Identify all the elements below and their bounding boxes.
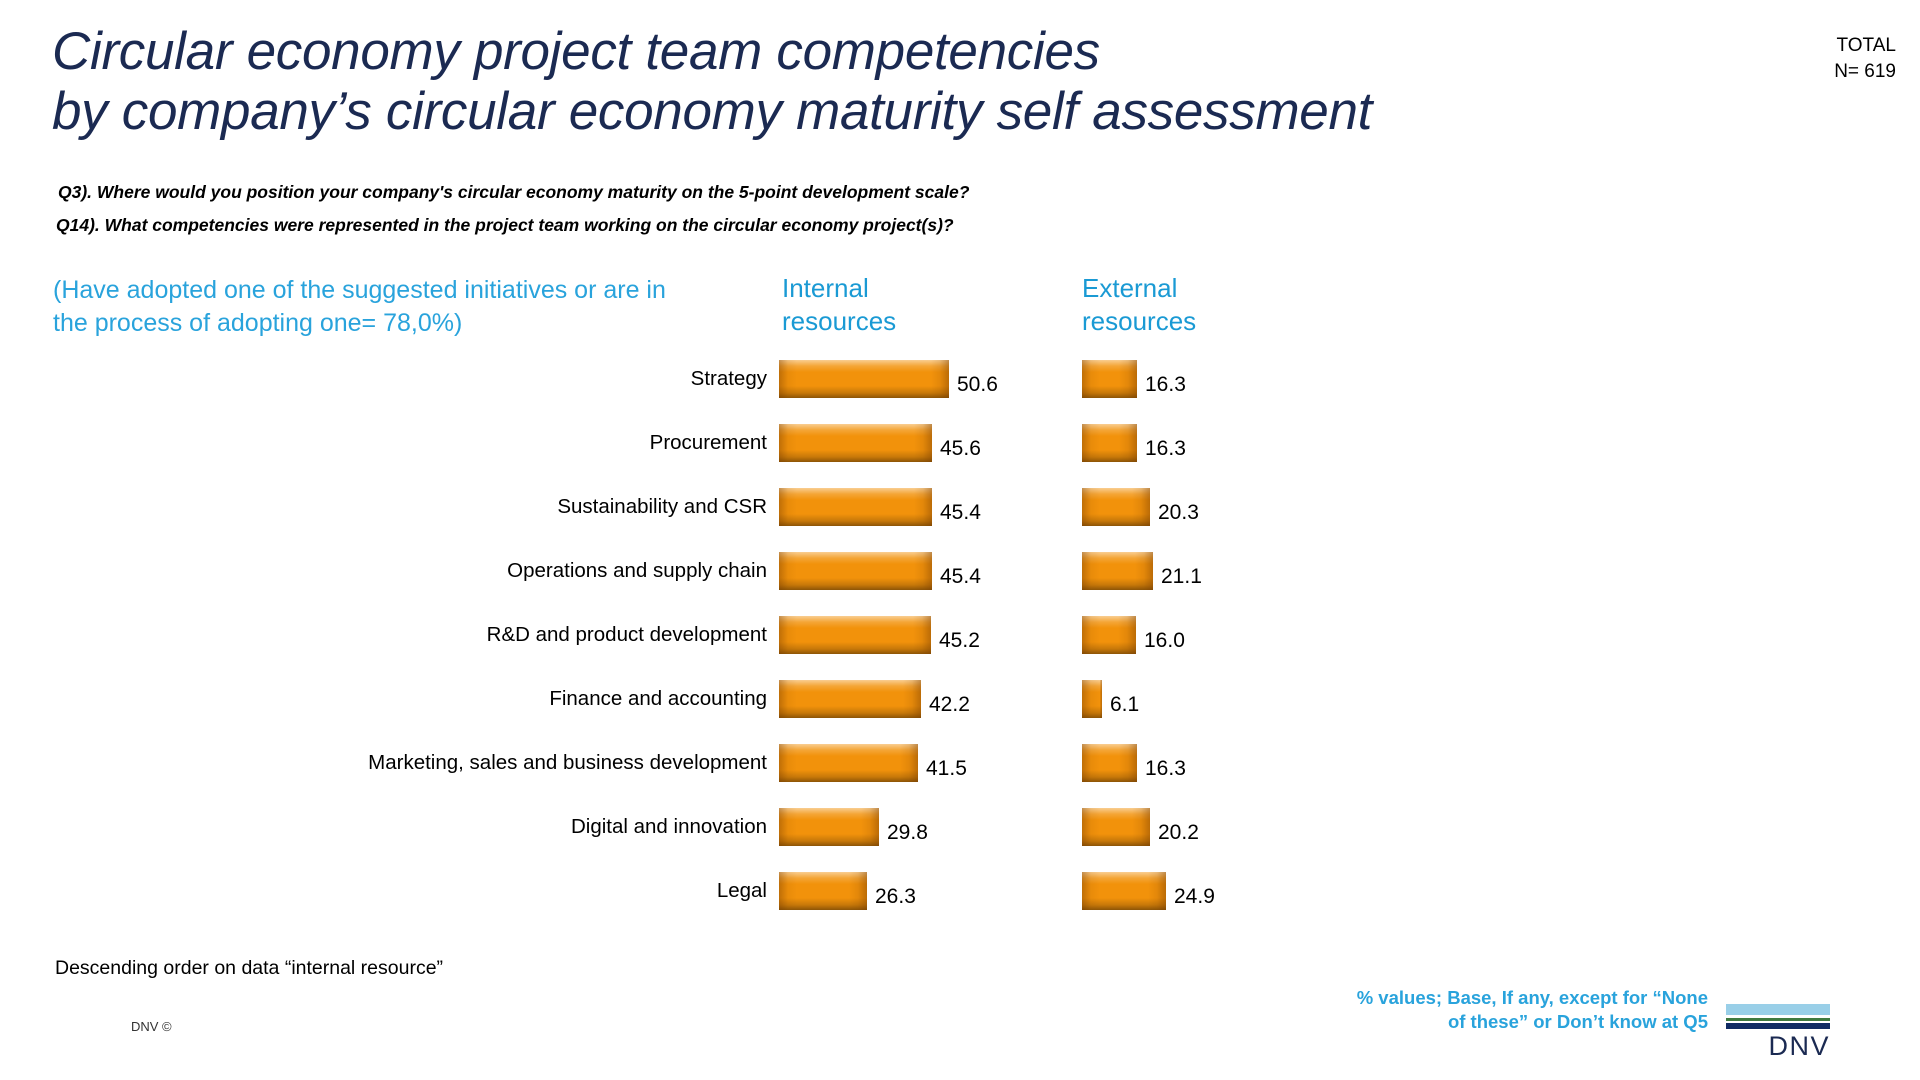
bar-external <box>1082 552 1153 590</box>
bar-group-external: 16.3 <box>1082 360 1186 398</box>
logo-green-bar <box>1726 1018 1830 1021</box>
bar-external <box>1082 744 1137 782</box>
bar-external <box>1082 616 1136 654</box>
logo-navy-bar <box>1726 1023 1830 1029</box>
bar-value-internal: 45.4 <box>940 501 981 524</box>
chart-row: Procurement 45.6 16.3 <box>0 419 1920 483</box>
page-title: Circular economy project team competenci… <box>52 22 1373 141</box>
bar-value-external: 16.0 <box>1144 629 1185 652</box>
bar-external <box>1082 680 1102 718</box>
bar-external <box>1082 488 1150 526</box>
logo-text: DNV <box>1768 1031 1830 1061</box>
copyright-note: DNV © <box>131 1019 172 1034</box>
bar-value-external: 21.1 <box>1161 565 1202 588</box>
bar-group-internal: 29.8 <box>779 808 928 846</box>
total-value: N= 619 <box>1834 60 1896 82</box>
bar-group-external: 21.1 <box>1082 552 1202 590</box>
bar-value-internal: 41.5 <box>926 757 967 780</box>
bar-external <box>1082 424 1137 462</box>
category-label: Procurement <box>649 431 767 454</box>
category-label: Digital and innovation <box>570 815 767 838</box>
bar-group-internal: 41.5 <box>779 744 967 782</box>
chart-row: Marketing, sales and business developmen… <box>0 739 1920 803</box>
total-block: TOTAL N= 619 <box>1834 33 1896 84</box>
question-q3: Q3). Where would you position your compa… <box>58 182 970 202</box>
sort-order-note: Descending order on data “internal resou… <box>55 957 444 979</box>
bar-value-external: 24.9 <box>1174 885 1215 908</box>
chart-row: R&D and product development 45.2 16.0 <box>0 611 1920 675</box>
total-label: TOTAL <box>1836 35 1896 56</box>
bar-group-external: 6.1 <box>1082 680 1139 718</box>
chart-row: Finance and accounting 42.2 6.1 <box>0 675 1920 739</box>
bar-value-external: 6.1 <box>1110 693 1140 716</box>
bar-internal <box>779 808 879 846</box>
bar-group-external: 24.9 <box>1082 872 1215 910</box>
bar-group-internal: 45.6 <box>779 424 981 462</box>
bar-chart: Strategy 50.6 16.3 Procurement 45.6 16.3 Susta… <box>0 355 1920 931</box>
bar-group-internal: 42.2 <box>779 680 970 718</box>
bar-external <box>1082 808 1150 846</box>
bar-internal <box>779 680 921 718</box>
category-label: Finance and accounting <box>549 687 767 710</box>
column-header-internal: Internal resources <box>782 273 897 337</box>
bar-value-internal: 50.6 <box>957 373 998 396</box>
category-label: R&D and product development <box>486 623 767 646</box>
bar-value-external: 20.2 <box>1158 821 1199 844</box>
bar-external <box>1082 872 1166 910</box>
bar-group-internal: 45.2 <box>779 616 980 654</box>
bar-internal <box>779 872 867 910</box>
bar-group-external: 16.3 <box>1082 424 1186 462</box>
bar-external <box>1082 360 1137 398</box>
logo-light-bar <box>1726 1004 1830 1015</box>
adoption-note: (Have adopted one of the suggested initi… <box>53 276 666 338</box>
bar-value-internal: 45.4 <box>940 565 981 588</box>
bar-value-external: 16.3 <box>1145 437 1186 460</box>
chart-row: Digital and innovation 29.8 20.2 <box>0 803 1920 867</box>
category-label: Legal <box>716 879 767 902</box>
bar-value-internal: 45.2 <box>939 629 980 652</box>
bar-internal <box>779 360 949 398</box>
bar-group-external: 16.0 <box>1082 616 1185 654</box>
bar-value-internal: 29.8 <box>887 821 928 844</box>
category-label: Sustainability and CSR <box>557 495 767 518</box>
bar-internal <box>779 744 918 782</box>
bar-internal <box>779 552 932 590</box>
chart-row: Sustainability and CSR 45.4 20.3 <box>0 483 1920 547</box>
bar-group-external: 20.2 <box>1082 808 1199 846</box>
chart-row: Legal 26.3 24.9 <box>0 867 1920 931</box>
bar-internal <box>779 424 932 462</box>
bar-group-internal: 26.3 <box>779 872 916 910</box>
question-q14: Q14). What competencies were represented… <box>56 215 954 235</box>
bar-group-external: 20.3 <box>1082 488 1199 526</box>
bar-group-internal: 45.4 <box>779 552 981 590</box>
bar-value-external: 16.3 <box>1145 373 1186 396</box>
bar-internal <box>779 616 931 654</box>
dnv-logo: DNV <box>1726 1004 1830 1062</box>
chart-row: Strategy 50.6 16.3 <box>0 355 1920 419</box>
bar-group-internal: 45.4 <box>779 488 981 526</box>
bar-value-external: 16.3 <box>1145 757 1186 780</box>
bar-internal <box>779 488 932 526</box>
category-label: Strategy <box>690 367 767 390</box>
bar-value-internal: 26.3 <box>875 885 916 908</box>
bar-value-internal: 42.2 <box>929 693 970 716</box>
bar-value-internal: 45.6 <box>940 437 981 460</box>
bar-group-internal: 50.6 <box>779 360 998 398</box>
column-header-external: External resources <box>1082 273 1197 337</box>
category-label: Operations and supply chain <box>507 559 767 582</box>
bar-value-external: 20.3 <box>1158 501 1199 524</box>
chart-row: Operations and supply chain 45.4 21.1 <box>0 547 1920 611</box>
category-label: Marketing, sales and business developmen… <box>368 751 767 774</box>
bar-group-external: 16.3 <box>1082 744 1186 782</box>
base-note: % values; Base, If any, except for “None… <box>1356 987 1708 1033</box>
